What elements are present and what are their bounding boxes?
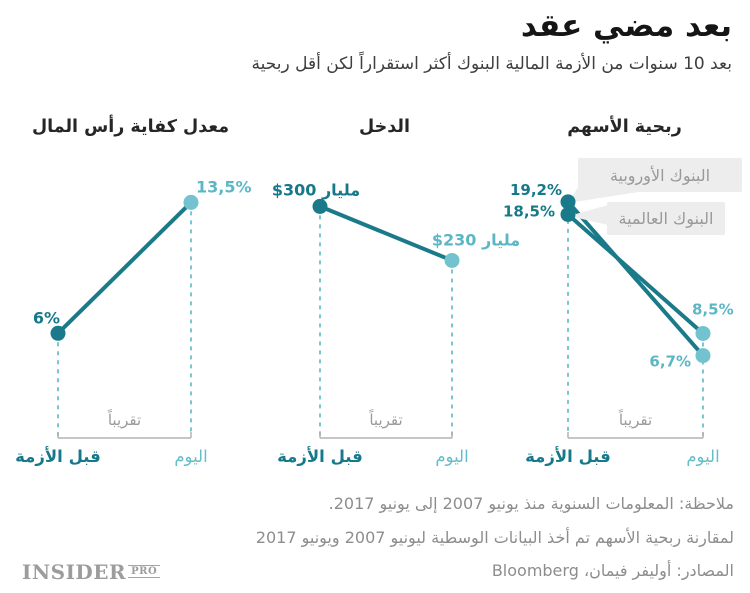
slope-line-0 — [319, 204, 453, 263]
chart-title: الدخل — [359, 117, 410, 137]
start-value-label-0: 6% — [33, 308, 60, 327]
slope-line-0 — [566, 200, 705, 357]
slope-line-1 — [566, 212, 705, 335]
legend-pointer-1 — [569, 205, 608, 225]
chart-title: ربحية الأسهم — [567, 117, 682, 137]
header: بعد مضي عقد بعد 10 سنوات من الأزمة المال… — [252, 6, 732, 74]
footnotes: ملاحظة: المعلومات السنوية منذ يونيو 2007… — [174, 487, 734, 588]
axis-approx-label: تقريباً — [107, 409, 141, 429]
chart-title: معدل كفاية رأس المال — [31, 117, 230, 137]
x-label-today: اليوم — [174, 447, 207, 467]
end-dot-0 — [695, 348, 711, 364]
logo-suffix: PRO — [128, 565, 161, 578]
start-dot-0 — [312, 198, 328, 214]
end-value-label-1: 8,5% — [692, 300, 734, 318]
slope-chart-return-on-equity: تقريباً 19,2% 6,7% 18,5% 8,5% قبل الأزمة اليوم — [503, 181, 734, 467]
x-label-before-crisis: قبل الأزمة — [277, 446, 363, 466]
page-subtitle: بعد 10 سنوات من الأزمة المالية البنوك أك… — [251, 53, 732, 74]
x-label-before-crisis: قبل الأزمة — [15, 446, 101, 466]
chart-return-on-equity: ربحية الأسهم تقريباً 19,2% 6,7% 18,5% 8,5% قب… — [502, 105, 747, 490]
end-dot-0 — [444, 252, 460, 268]
logo-name: INSIDER — [22, 560, 127, 584]
start-dot-0 — [560, 194, 576, 210]
insider-pro-logo: INSIDER PRO — [22, 560, 161, 584]
chart-capital-adequacy: معدل كفاية رأس المال تقريباً 6% 13,5% قبل ا… — [8, 105, 253, 490]
slope-chart-income: تقريباً $300 مليار $230 مليار قبل الأزمة الي… — [272, 180, 520, 467]
slope-chart-capital-adequacy: تقريباً 6% 13,5% قبل الأزمة اليوم — [15, 177, 252, 467]
legend-european-banks: البنوك الأوروبية — [578, 158, 742, 192]
x-label-before-crisis: قبل الأزمة — [525, 446, 611, 466]
end-value-label-0: 13,5% — [196, 177, 252, 196]
end-value-label-0: 6,7% — [649, 353, 691, 371]
start-value-label-0: 19,2% — [510, 181, 562, 199]
legend-global-banks: البنوك العالمية — [607, 202, 725, 235]
start-value-label-0: $300 مليار — [272, 180, 360, 199]
x-label-today: اليوم — [686, 447, 719, 467]
slope-line-0 — [56, 200, 193, 335]
end-dot-0 — [183, 194, 199, 210]
x-label-today: اليوم — [435, 447, 468, 467]
page-title: بعد مضي عقد — [520, 8, 732, 44]
end-value-label-0: $230 مليار — [432, 230, 520, 249]
end-dot-1 — [695, 325, 711, 341]
axis-approx-label: تقريباً — [618, 409, 652, 429]
legend-global-banks-label: البنوك العالمية — [618, 209, 714, 228]
start-dot-0 — [50, 325, 66, 341]
chart-income: الدخل تقريباً $300 مليار $230 مليار قبل الأ… — [262, 105, 520, 490]
start-dot-1 — [560, 206, 576, 222]
axis-approx-label: تقريباً — [369, 409, 403, 429]
footnote-annual-data: ملاحظة: المعلومات السنوية منذ يونيو 2007… — [328, 494, 734, 513]
footnote-roe-comparison: لمقارنة ربحية الأسهم تم أخذ البيانات الو… — [255, 527, 734, 547]
footnote-sources: المصادر: أوليفر فيمان، Bloomberg — [491, 561, 734, 580]
start-value-label-1: 18,5% — [503, 202, 555, 220]
legend-european-banks-label: البنوك الأوروبية — [609, 165, 711, 185]
